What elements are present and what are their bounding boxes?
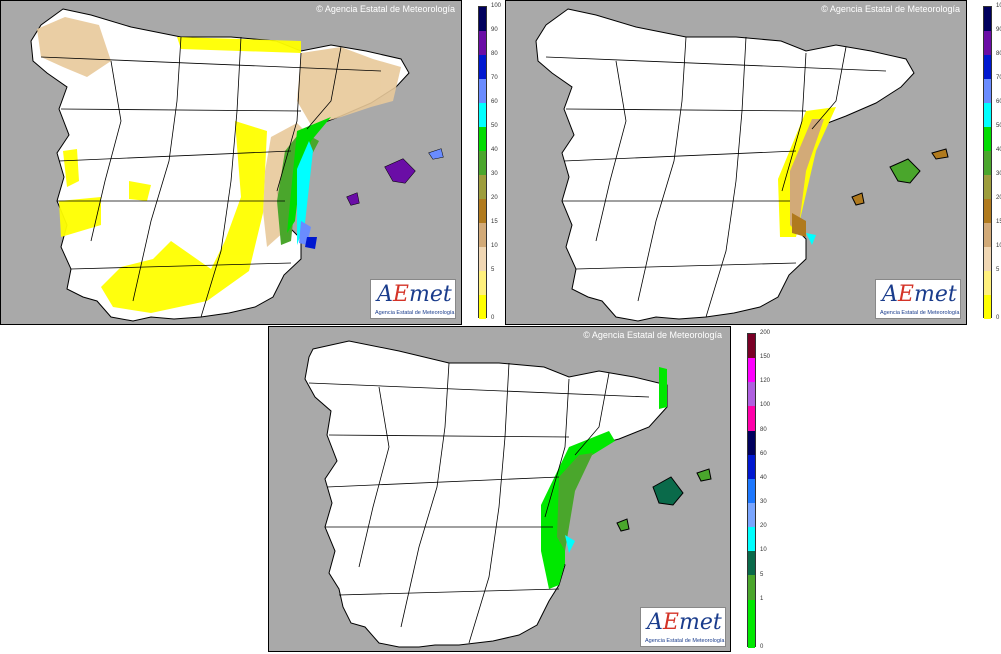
legend-swatch: [748, 599, 755, 624]
legend-swatch: [479, 271, 486, 295]
legend-swatch: [748, 382, 755, 407]
legend-label: 100: [491, 3, 502, 9]
spain-map-1: [30, 8, 444, 322]
aemet-logo: AEmet Agencia Estatal de Meteorología: [640, 607, 726, 647]
legend-swatch: [984, 31, 991, 55]
legend-label: 40: [491, 147, 498, 153]
legend-label: 30: [491, 171, 498, 177]
legend-label: 5: [491, 267, 495, 273]
legend-label: 60: [996, 99, 1001, 105]
legend-color-bar: [983, 6, 992, 319]
legend-swatch: [479, 295, 486, 319]
legend-label: 10: [996, 243, 1001, 249]
legend-label: 40: [996, 147, 1001, 153]
legend-label: 150: [760, 354, 771, 361]
legend-label: 0: [491, 315, 495, 321]
copyright-label: © Agencia Estatal de Meteorología: [583, 330, 722, 340]
legend-swatch: [479, 175, 486, 199]
legend-swatch: [479, 247, 486, 271]
legend-swatch: [748, 478, 755, 503]
legend-label: 100: [996, 3, 1001, 9]
legend-swatch: [748, 358, 755, 383]
legend-swatch: [479, 199, 486, 223]
spain-map-3: [304, 340, 712, 648]
legend-swatch: [984, 199, 991, 223]
legend-label: 30: [996, 171, 1001, 177]
aemet-logo: AEmet Agencia Estatal de Meteorología: [875, 279, 961, 319]
legend-label: 80: [996, 51, 1001, 57]
legend-swatch: [479, 79, 486, 103]
legend-swatch: [748, 527, 755, 552]
legend-label: 200: [760, 330, 771, 336]
legend-swatch: [748, 575, 755, 600]
legend-swatch: [984, 271, 991, 295]
legend-swatch: [748, 406, 755, 431]
legend-swatch: [748, 551, 755, 576]
legend-swatch: [984, 247, 991, 271]
map-panel-1: © Agencia Estatal de Meteorología AEmet …: [0, 0, 462, 325]
legend-swatch: [984, 79, 991, 103]
map-panel-3: © Agencia Estatal de Meteorología AEmet …: [268, 326, 731, 652]
legend-swatch: [984, 103, 991, 127]
aemet-logo: AEmet Agencia Estatal de Meteorología: [370, 279, 456, 319]
legend-label: 20: [996, 195, 1001, 201]
legend-swatch: [984, 7, 991, 31]
legend-label: 5: [760, 571, 764, 578]
legend-label: 10: [760, 547, 767, 554]
legend-label: 30: [760, 499, 767, 506]
legend-label: 120: [760, 378, 771, 385]
legend-label: 0: [996, 315, 1000, 321]
legend-swatch: [748, 334, 755, 359]
legend-label: 15: [996, 219, 1001, 225]
legend-label: 70: [491, 75, 498, 81]
copyright-label: © Agencia Estatal de Meteorología: [316, 4, 455, 14]
copyright-label: © Agencia Estatal de Meteorología: [821, 4, 960, 14]
legend-label: 100: [760, 402, 771, 409]
legend-swatch: [479, 151, 486, 175]
legend-label: 70: [996, 75, 1001, 81]
legend-label: 1: [760, 595, 764, 602]
legend-label: 10: [491, 243, 498, 249]
legend-swatch: [479, 31, 486, 55]
legend-swatch: [748, 430, 755, 455]
legend-swatch: [479, 103, 486, 127]
legend-label: 5: [996, 267, 1000, 273]
map-panel-2: © Agencia Estatal de Meteorología AEmet …: [505, 0, 967, 325]
legend-swatch: [984, 127, 991, 151]
legend-swatch: [479, 223, 486, 247]
legend-label: 80: [491, 51, 498, 57]
legend-label: 50: [996, 123, 1001, 129]
spain-map-2: [535, 8, 949, 322]
legend-color-bar: [478, 6, 487, 319]
legend-label: 20: [491, 195, 498, 201]
legend-swatch: [984, 151, 991, 175]
legend-label: 50: [491, 123, 498, 129]
legend-swatch: [748, 623, 755, 648]
legend-swatch: [748, 454, 755, 479]
legend-swatch: [479, 55, 486, 79]
legend-label: 90: [491, 27, 498, 33]
legend-color-bar: [747, 333, 756, 648]
legend-swatch: [479, 7, 486, 31]
legend-swatch: [984, 295, 991, 319]
legend-label: 60: [491, 99, 498, 105]
legend-swatch: [748, 502, 755, 528]
legend-label: 60: [760, 450, 767, 457]
legend-label: 40: [760, 474, 767, 481]
legend-swatch: [984, 55, 991, 79]
legend-label: 90: [996, 27, 1001, 33]
legend-label: 80: [760, 426, 767, 433]
legend-swatch: [984, 223, 991, 247]
legend-swatch: [984, 175, 991, 199]
legend-label: 0: [760, 644, 764, 650]
legend-label: 15: [491, 219, 498, 225]
legend-label: 20: [760, 523, 767, 530]
legend-swatch: [479, 127, 486, 151]
